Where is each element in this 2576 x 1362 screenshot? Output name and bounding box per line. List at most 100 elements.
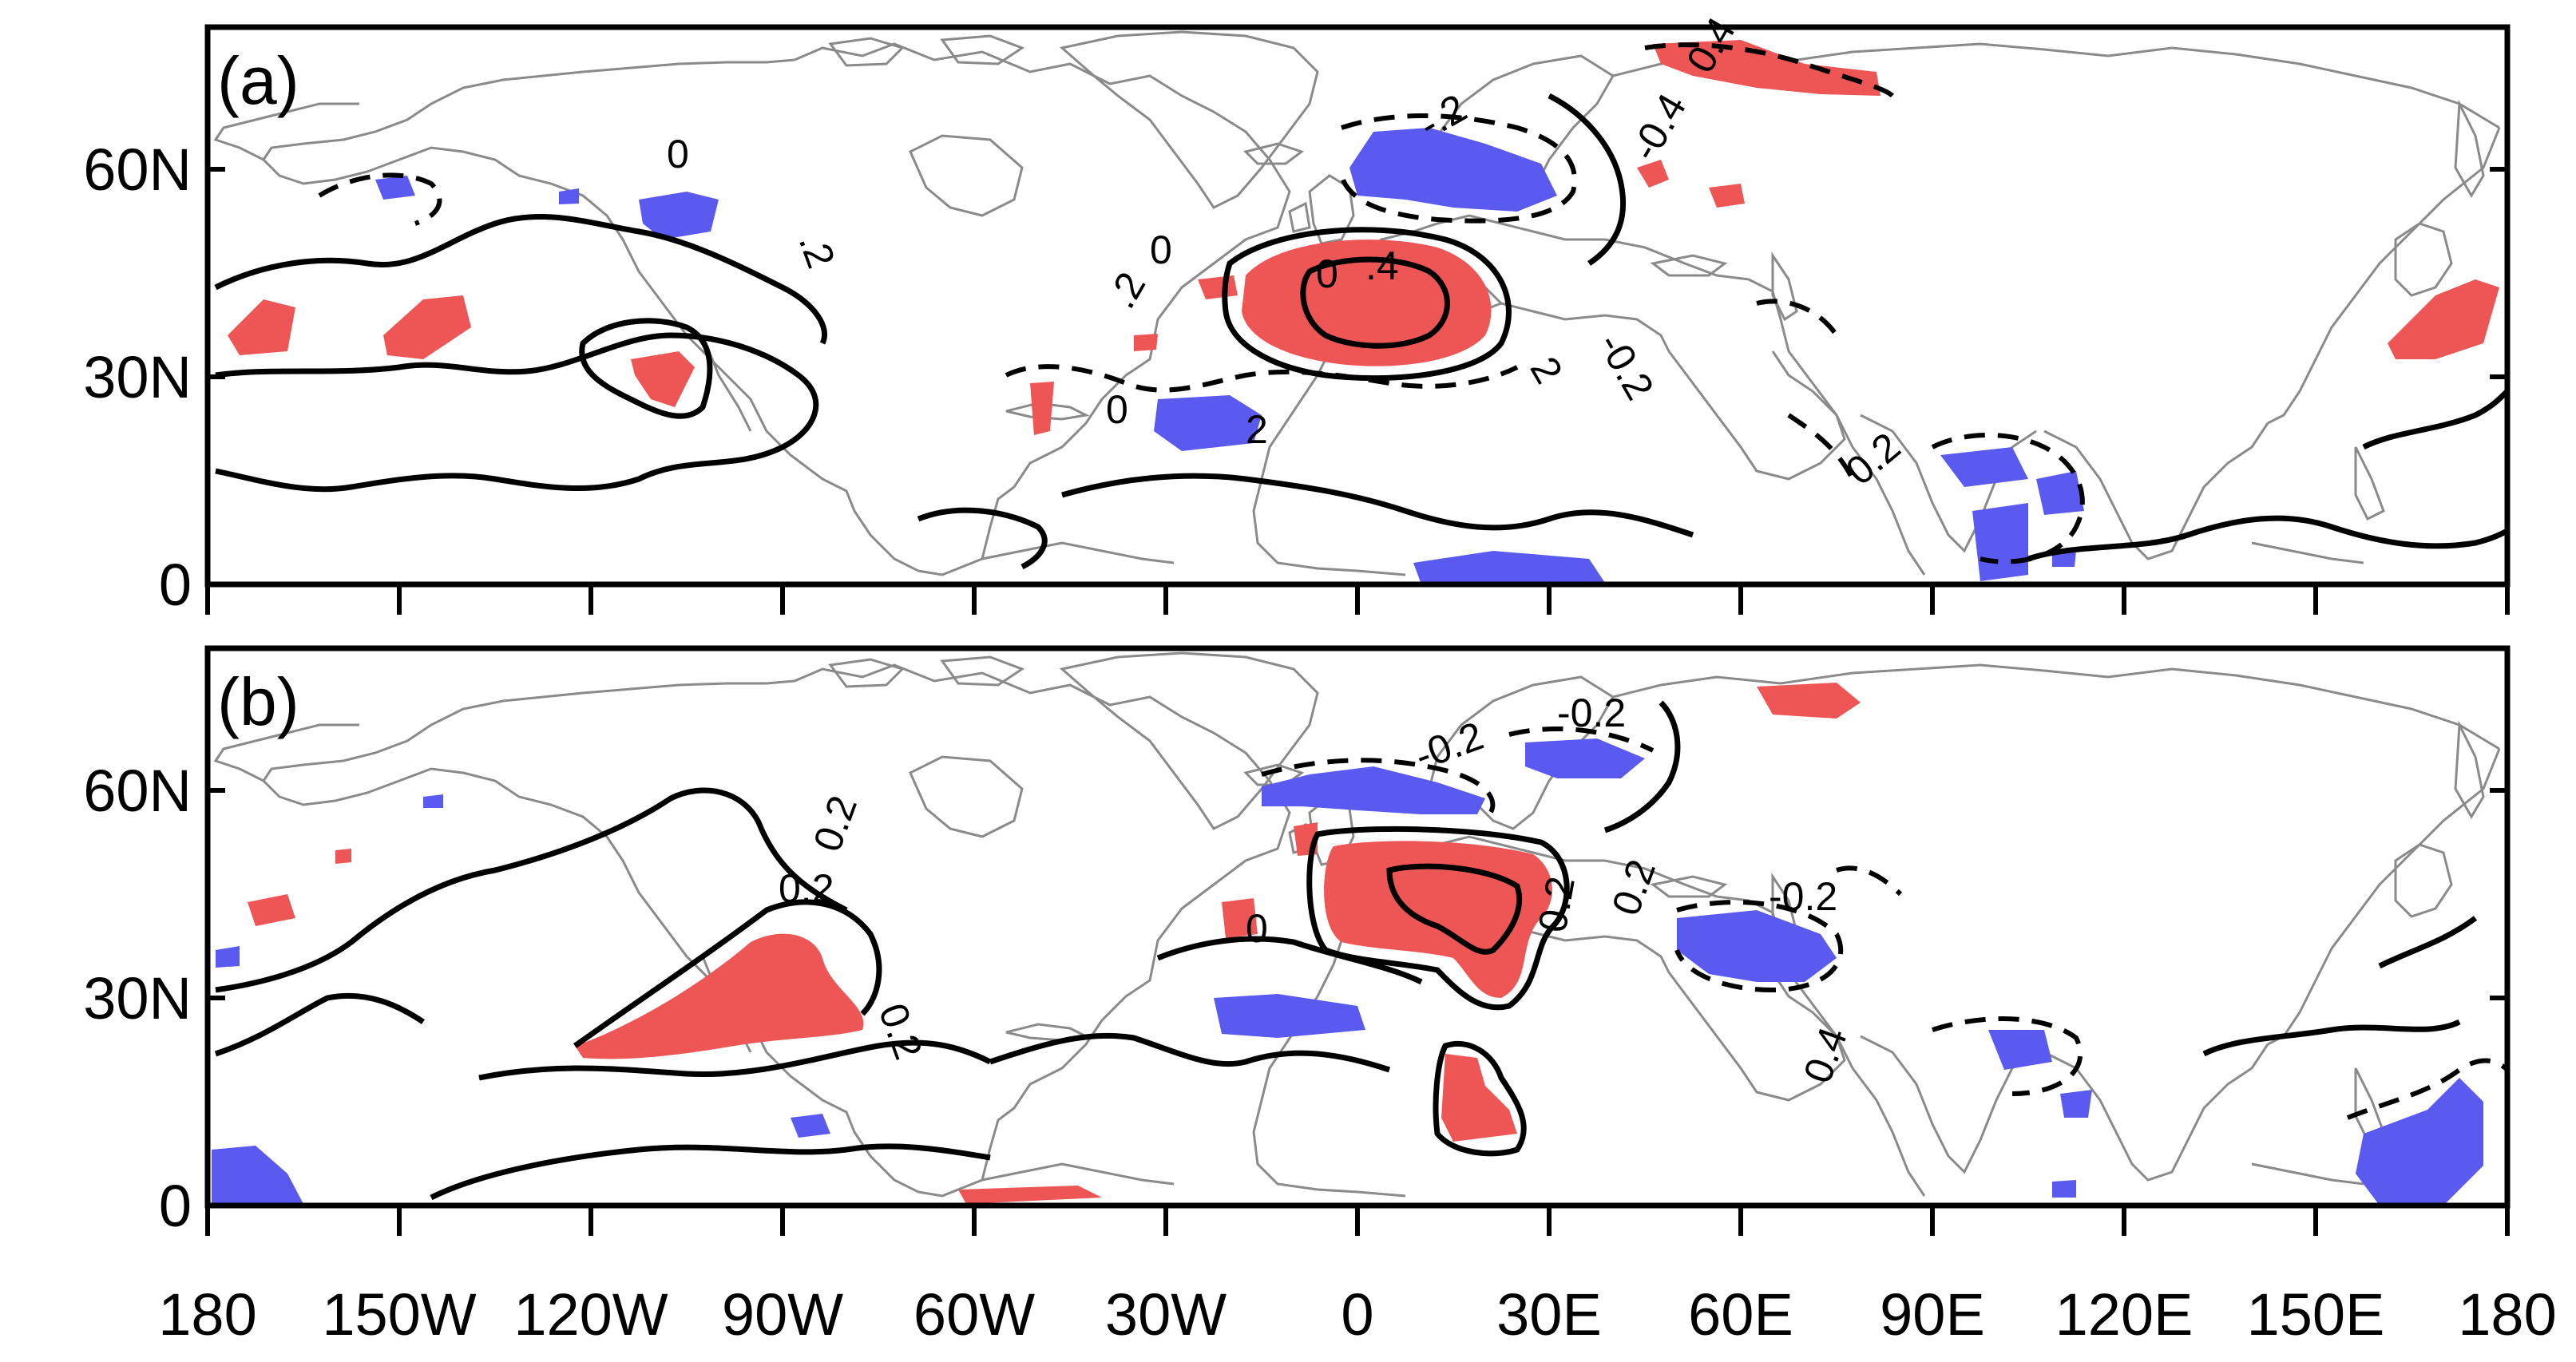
x-tick-label: 180 <box>2458 1281 2556 1348</box>
positive-anomaly-patch <box>631 351 695 407</box>
contour-line <box>1603 700 1681 833</box>
contour-line <box>2202 1019 2461 1057</box>
contour-line <box>478 1039 992 1081</box>
contour-line <box>573 899 882 1048</box>
negative-anomaly-patch <box>2060 1090 2092 1118</box>
negative-anomaly-patch <box>1349 128 1557 212</box>
contour-line <box>430 1143 991 1201</box>
y-tick-label: 0 <box>159 552 192 618</box>
x-tick-label: 120E <box>2055 1281 2194 1348</box>
contour-line-negative <box>1261 758 1496 821</box>
positive-anomaly-patch <box>1324 841 1552 998</box>
negative-anomaly-patch <box>2036 471 2084 515</box>
contour-line-negative <box>1836 865 1903 897</box>
contour-line-negative <box>1787 413 1855 481</box>
positive-anomaly-patch <box>1030 382 1054 435</box>
y-tick-label: 60N <box>83 137 192 203</box>
y-tick-label: 60N <box>83 758 192 824</box>
negative-anomaly-patch <box>2052 551 2076 567</box>
positive-anomaly-patch <box>1134 334 1158 351</box>
contour-line <box>917 507 1048 570</box>
contour-line-negative <box>1644 42 1895 98</box>
panel-b-y-axis: 0 30N 60N <box>83 758 2507 1239</box>
panel-b-x-ticks <box>205 1206 2510 1236</box>
contour-line-negative <box>1674 900 1844 993</box>
x-tick-label: 90E <box>1880 1281 1985 1348</box>
contour-line <box>1222 227 1512 382</box>
panel-a-label: (a) <box>217 43 299 118</box>
positive-anomaly-patch <box>1757 683 1861 719</box>
contour-line <box>215 787 848 993</box>
x-tick-label: 30E <box>1496 1281 1602 1348</box>
contour-line <box>2378 916 2478 969</box>
contour-label: 0 <box>1106 387 1128 432</box>
contour-label: -0.2 <box>1769 874 1837 919</box>
negative-anomaly-patch <box>559 188 579 204</box>
panel-b-label: (b) <box>217 664 299 739</box>
x-tick-label: 60E <box>1688 1281 1793 1348</box>
contour-line <box>579 318 713 419</box>
negative-anomaly-patch <box>1262 766 1485 814</box>
contour-line <box>1061 473 1694 538</box>
positive-anomaly-patch <box>1441 1054 1517 1142</box>
y-tick-label: 30N <box>83 344 192 410</box>
x-tick-label: 150W <box>322 1281 476 1348</box>
negative-anomaly-patch <box>1154 395 1262 451</box>
contour-label: 0 <box>1316 251 1338 296</box>
contour-line <box>2027 515 2509 562</box>
contour-line <box>1156 936 1423 985</box>
contour-line-negative <box>1005 364 1519 393</box>
x-tick-label: 30W <box>1105 1281 1227 1348</box>
contour-label: 0.2 <box>1530 873 1583 936</box>
contour-line-negative <box>1339 113 1577 224</box>
positive-anomaly-patch <box>958 1186 1102 1204</box>
positive-anomaly-patch <box>575 933 864 1059</box>
x-tick-label: 180 <box>158 1281 256 1348</box>
panel-b: -0.2 -0.2 0.2 0.2 0.2 -0.2 0.4 0 0.2 0.2… <box>83 645 2511 1239</box>
negative-anomaly-patch <box>2356 1078 2483 1206</box>
positive-anomaly-patch <box>383 295 471 359</box>
negative-anomaly-patch <box>216 946 240 968</box>
contour-line-negative <box>1508 727 1655 753</box>
positive-anomaly-patch <box>248 894 295 926</box>
contour-line <box>1548 93 1627 266</box>
contour-line <box>1433 1040 1527 1157</box>
negative-anomaly-patch <box>1525 738 1645 778</box>
contour-label: 0.2 <box>779 866 834 911</box>
positive-anomaly-patch <box>1709 184 1745 208</box>
contour-label: .4 <box>1365 243 1399 288</box>
x-tick-label: 0 <box>1341 1281 1373 1348</box>
negative-anomaly-patch <box>639 192 719 240</box>
negative-anomaly-patch <box>423 794 443 808</box>
contour-line <box>989 1032 1391 1073</box>
contour-label: -0.2 <box>1557 691 1626 735</box>
positive-anomaly-patch <box>1222 898 1258 938</box>
negative-anomaly-patch <box>1940 447 2028 487</box>
panel-a-x-ticks <box>205 584 2510 615</box>
contour-line <box>1386 863 1523 955</box>
negative-anomaly-patch <box>212 1146 303 1204</box>
contour-line <box>215 332 819 493</box>
contour-label: 0 <box>1246 906 1268 951</box>
x-axis-labels: 180 150W 120W 90W 60W 30W 0 30E 60E 90E … <box>158 1281 2556 1348</box>
panel-a: 0 .2 0 0 .4 0 .2 -0.2 2 2 -.2 0.4 -0.4 0… <box>83 10 2511 618</box>
y-tick-label: 0 <box>159 1173 192 1239</box>
panel-a-contours <box>214 42 2510 570</box>
positive-anomaly-patch <box>2388 279 2499 359</box>
negative-anomaly-patch <box>1413 551 1605 584</box>
negative-anomaly-patch <box>1214 994 1365 1038</box>
panel-b-shading <box>212 683 2483 1206</box>
x-tick-label: 60W <box>913 1281 1035 1348</box>
contour-label: 0 <box>1150 228 1172 272</box>
negative-anomaly-patch <box>2052 1180 2076 1198</box>
negative-anomaly-patch <box>1972 503 2028 581</box>
y-tick-label: 30N <box>83 965 192 1031</box>
negative-anomaly-patch <box>1988 1030 2052 1070</box>
contour-label: 0 <box>667 132 689 176</box>
positive-anomaly-patch <box>1653 40 1880 96</box>
contour-line-negative <box>1932 1016 2083 1096</box>
contour-line <box>2362 389 2510 450</box>
contour-line <box>214 213 828 345</box>
contour-line-negative <box>2346 1058 2510 1120</box>
